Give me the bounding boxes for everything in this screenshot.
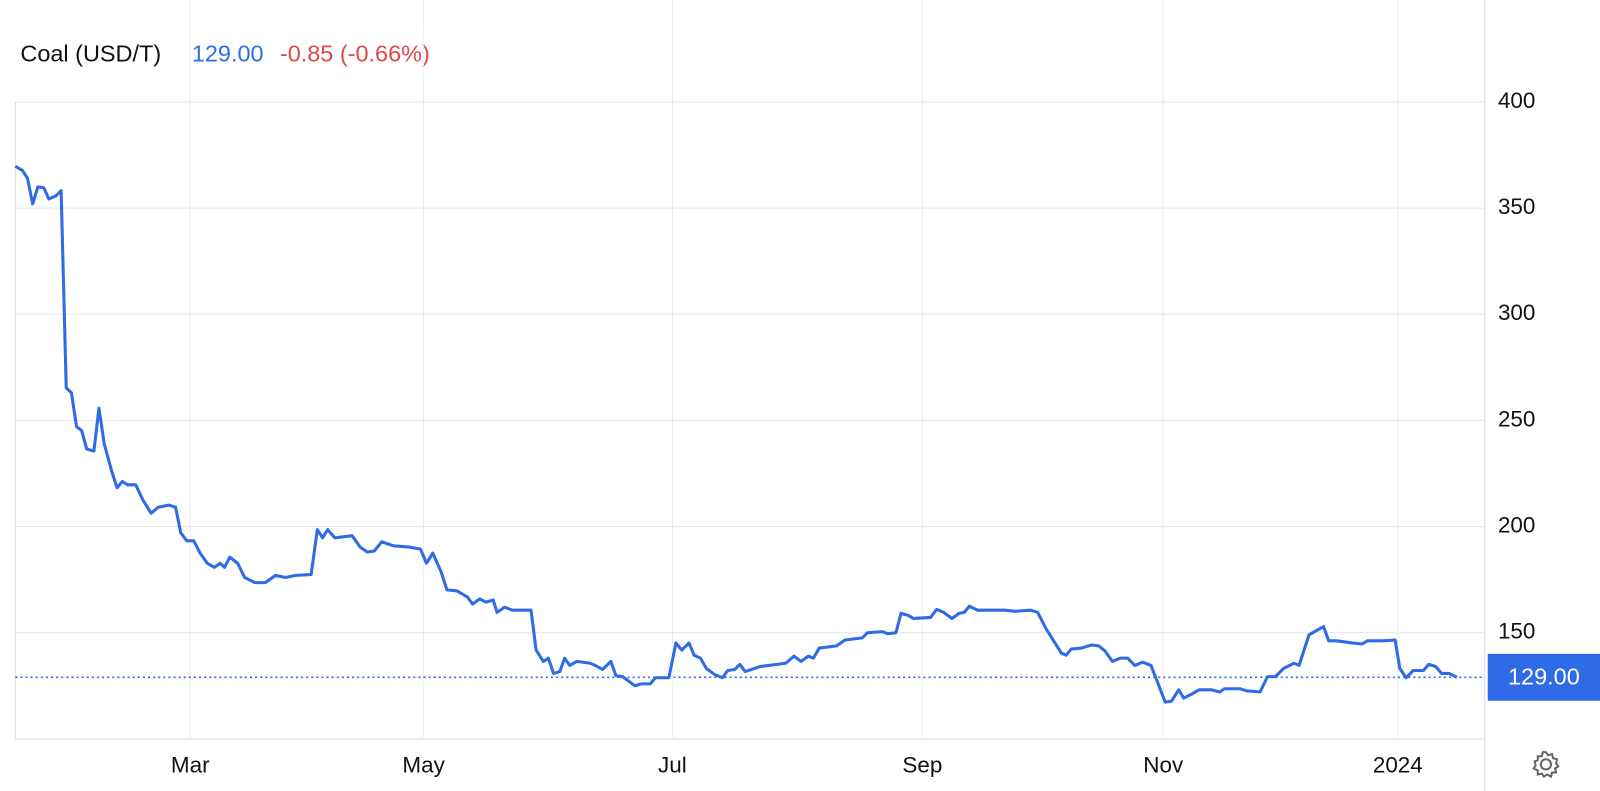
y-tick-label: 400 [1498, 88, 1535, 113]
price-change: -0.85 (-0.66%) [280, 40, 430, 66]
y-tick-label: 300 [1498, 300, 1535, 325]
y-tick-label: 350 [1498, 194, 1535, 219]
x-tick-label: Mar [171, 752, 210, 777]
gear [1532, 751, 1560, 779]
gear-center [1539, 758, 1553, 771]
last-price-badge [1487, 653, 1600, 701]
price-line [14, 164, 1458, 704]
x-tick-label: Jul [658, 752, 687, 777]
y-tick-label: 250 [1498, 406, 1535, 431]
x-tick-label: Nov [1143, 752, 1184, 777]
chart-title: Coal (USD/T) [20, 40, 161, 66]
price: 129.00 [192, 40, 264, 66]
y-tick-label: 150 [1498, 619, 1535, 644]
y-tick-label: 200 [1498, 512, 1535, 537]
settings-icon[interactable] [1532, 751, 1560, 779]
last-price-label: 129.00 [1508, 664, 1580, 690]
x-tick-label: May [402, 752, 445, 777]
x-tick-label: Sep [902, 752, 942, 777]
x-tick-label: 2024 [1373, 752, 1423, 777]
